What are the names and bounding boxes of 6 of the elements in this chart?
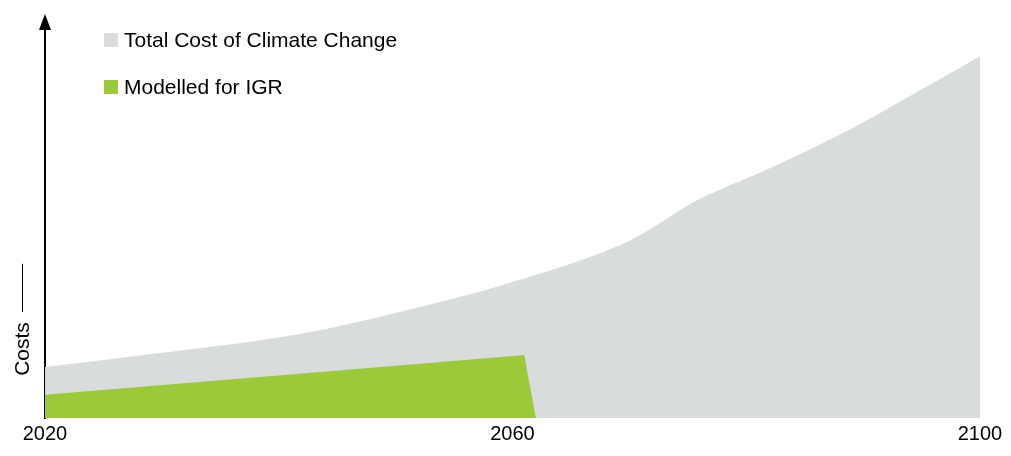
y-axis-title: Costs xyxy=(10,322,34,376)
legend-label: Total Cost of Climate Change xyxy=(124,28,398,52)
x-tick-label: 2100 xyxy=(957,421,1003,444)
x-tick-label: 2020 xyxy=(22,421,68,444)
x-tick-label: 2060 xyxy=(490,421,535,444)
legend-label: Modelled for IGR xyxy=(124,75,283,99)
